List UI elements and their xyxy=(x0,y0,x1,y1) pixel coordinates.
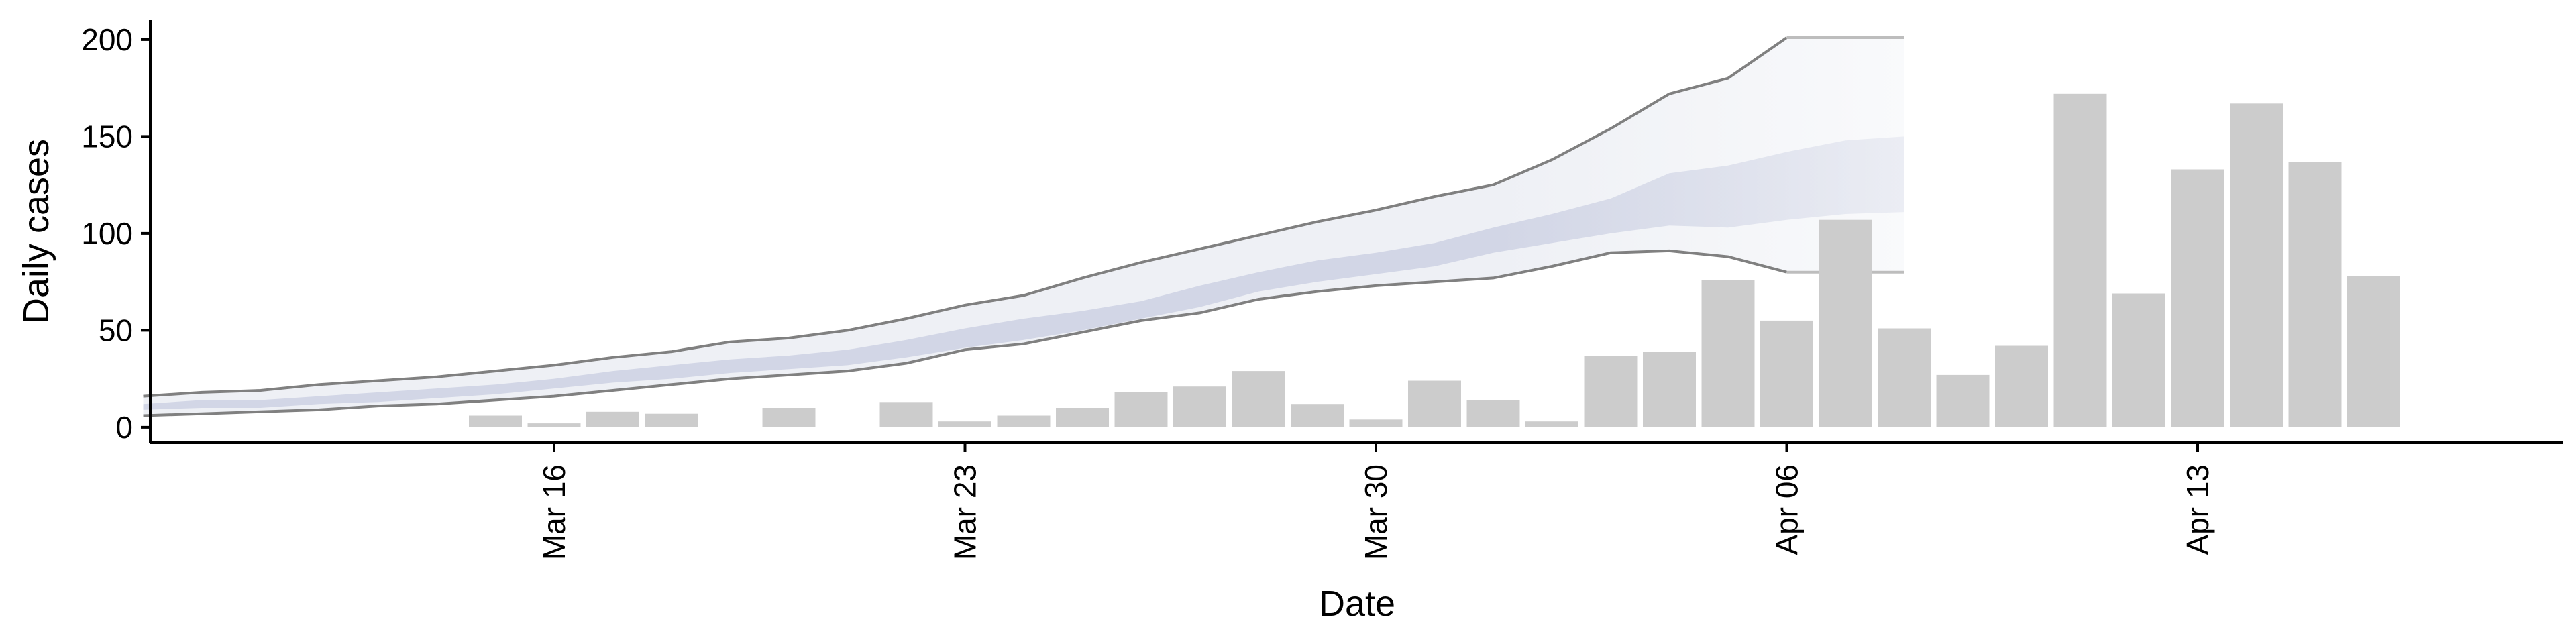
bar-apr-15 xyxy=(2288,162,2342,427)
bar-mar-26 xyxy=(1114,392,1168,427)
bar-mar-15 xyxy=(469,415,522,427)
bar-apr-04 xyxy=(1643,352,1696,427)
bar-mar-30 xyxy=(1349,419,1403,427)
bar-apr-16 xyxy=(2347,276,2400,427)
bar-apr-05 xyxy=(1701,280,1755,427)
bar-mar-17 xyxy=(586,411,639,427)
bar-apr-01 xyxy=(1466,400,1520,427)
bar-apr-06 xyxy=(1760,320,1813,427)
lower-edge-line xyxy=(143,249,1788,417)
bar-mar-23 xyxy=(938,421,991,427)
bar-apr-07 xyxy=(1819,219,1872,427)
upper-edge-line xyxy=(143,36,1788,398)
y-tick-label-50: 50 xyxy=(99,313,133,347)
projection-bands xyxy=(143,36,1904,417)
bar-apr-14 xyxy=(2230,103,2283,427)
x-tick-label-mar-30: Mar 30 xyxy=(1358,464,1393,560)
bar-apr-09 xyxy=(1936,374,1990,427)
bar-mar-18 xyxy=(645,413,698,427)
bar-mar-25 xyxy=(1056,408,1109,427)
y-tick-label-200: 200 xyxy=(81,22,133,57)
bar-mar-16 xyxy=(527,423,581,427)
bar-apr-03 xyxy=(1584,356,1638,427)
bar-mar-27 xyxy=(1173,386,1226,427)
bar-apr-11 xyxy=(2053,93,2107,427)
bar-mar-31 xyxy=(1408,380,1461,427)
y-tick-label-100: 100 xyxy=(81,216,133,251)
axes: 0 50 100 150 200 Mar 16 Mar 23 Mar 30 Apr 06 Apr … xyxy=(81,20,2563,560)
bar-apr-02 xyxy=(1525,421,1578,427)
bar-apr-08 xyxy=(1878,328,1931,427)
bar-mar-20 xyxy=(762,408,816,427)
case-bars xyxy=(469,93,2400,427)
bar-apr-12 xyxy=(2112,293,2165,427)
y-tick-label-150: 150 xyxy=(81,119,133,154)
bar-mar-28 xyxy=(1232,371,1285,427)
bar-apr-13 xyxy=(2171,169,2224,427)
bar-mar-24 xyxy=(997,415,1051,427)
x-tick-label-mar-16: Mar 16 xyxy=(537,464,572,560)
x-axis-title: Date xyxy=(1319,584,1395,624)
x-tick-label-apr-06: Apr 06 xyxy=(1770,464,1805,555)
y-tick-label-0: 0 xyxy=(115,410,133,445)
bar-apr-10 xyxy=(1995,345,2048,427)
x-tick-label-apr-13: Apr 13 xyxy=(2180,464,2215,555)
bar-mar-22 xyxy=(879,402,933,427)
bar-mar-29 xyxy=(1291,404,1344,427)
y-axis-title: Daily cases xyxy=(16,139,56,324)
x-tick-label-mar-23: Mar 23 xyxy=(948,464,983,560)
